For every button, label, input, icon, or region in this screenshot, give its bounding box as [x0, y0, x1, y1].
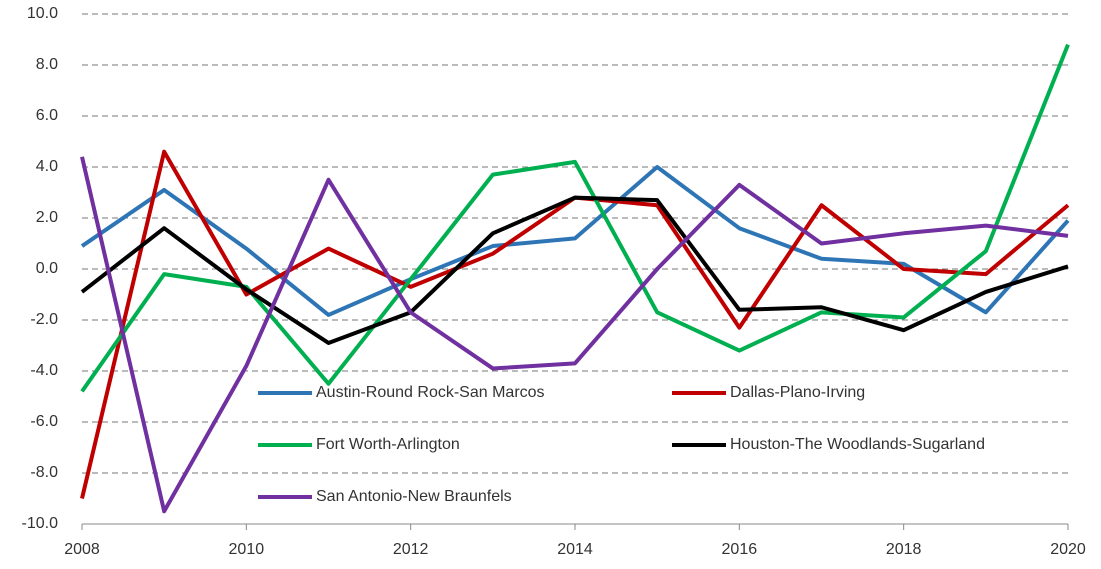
x-tick-label: 2018 [886, 541, 922, 558]
legend-label: Dallas-Plano-Irving [730, 384, 865, 401]
y-tick-label: 2.0 [36, 209, 58, 226]
x-tick-label: 2016 [722, 541, 758, 558]
series-line [80, 156, 1069, 514]
y-tick-label: 4.0 [36, 158, 58, 175]
y-tick-label: -6.0 [30, 413, 58, 430]
y-tick-label: -2.0 [30, 311, 58, 328]
series-line [80, 165, 1070, 317]
y-tick-label: 10.0 [27, 5, 58, 22]
legend-label: Fort Worth-Arlington [316, 436, 460, 453]
x-tick-label: 2014 [557, 541, 593, 558]
y-tick-label: 0.0 [36, 260, 58, 277]
y-tick-label: -4.0 [30, 362, 58, 379]
y-tick-label: 8.0 [36, 56, 58, 73]
legend-label: Houston-The Woodlands-Sugarland [730, 436, 985, 453]
x-tick-label: 2008 [64, 541, 100, 558]
legend-label: Austin-Round Rock-San Marcos [316, 384, 545, 401]
series-line [80, 195, 1069, 345]
legend-label: San Antonio-New Braunfels [316, 488, 512, 505]
series-line [80, 43, 1070, 393]
x-tick-label: 2010 [229, 541, 265, 558]
x-tick-label: 2012 [393, 541, 429, 558]
y-tick-label: -10.0 [22, 515, 59, 532]
y-tick-label: 6.0 [36, 107, 58, 124]
y-tick-label: -8.0 [30, 464, 58, 481]
x-tick-label: 2020 [1050, 541, 1086, 558]
